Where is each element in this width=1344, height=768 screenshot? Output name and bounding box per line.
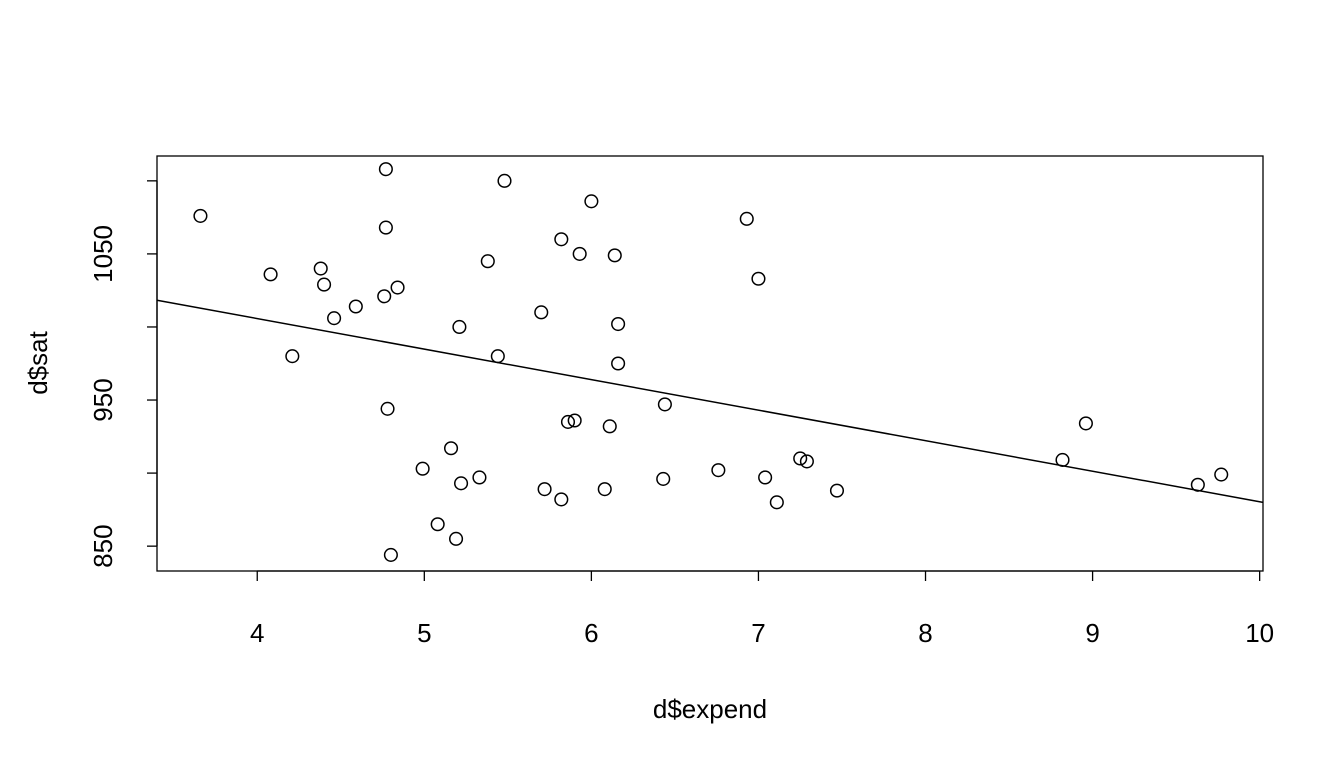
data-point [607, 248, 622, 263]
data-point [1214, 467, 1229, 482]
data-point [390, 280, 405, 295]
y-tick-label: 1050 [88, 225, 118, 283]
data-point [758, 470, 773, 485]
data-point [193, 208, 208, 223]
y-tick-label: 950 [88, 378, 118, 421]
data-point [317, 277, 332, 292]
data-point [829, 483, 845, 498]
regression-line [156, 299, 1264, 504]
data-point [378, 220, 393, 235]
data-point [380, 401, 395, 416]
data-point [739, 211, 754, 226]
x-tick-label: 9 [1085, 618, 1099, 648]
data-point [452, 319, 467, 335]
data-point [751, 271, 766, 286]
data-point [769, 495, 784, 510]
x-tick-label: 8 [918, 618, 932, 648]
data-point [263, 267, 278, 282]
data-point [327, 311, 342, 326]
data-point [560, 414, 576, 430]
data-point [554, 492, 569, 507]
data-point [799, 454, 814, 469]
data-point [480, 254, 495, 269]
data-point [1055, 452, 1070, 467]
data-point [656, 471, 671, 486]
data-point [443, 441, 459, 456]
data-point [377, 289, 392, 304]
data-point [415, 461, 430, 476]
data-point [567, 413, 582, 428]
plot-frame [156, 155, 1264, 572]
data-point [472, 470, 487, 485]
points-group [193, 162, 1229, 562]
data-point [490, 349, 505, 364]
data-point [554, 232, 569, 247]
x-axis: 4 5 6 7 8 9 10 [250, 570, 1274, 648]
data-point [383, 547, 398, 562]
data-point [611, 356, 626, 371]
data-point [348, 299, 363, 314]
data-point [313, 261, 328, 276]
data-point [584, 194, 599, 209]
data-point [793, 451, 808, 466]
data-point [711, 463, 726, 478]
x-tick-label: 5 [417, 618, 431, 648]
data-point [1190, 477, 1205, 492]
y-axis: 850 950 1050 [88, 180, 158, 568]
data-point [454, 476, 469, 491]
data-point [1078, 416, 1093, 431]
x-tick-label: 7 [751, 618, 765, 648]
x-tick-label: 4 [250, 618, 264, 648]
data-point [572, 246, 587, 261]
y-tick-label: 850 [88, 524, 118, 567]
data-point [285, 349, 300, 364]
data-point [449, 531, 464, 546]
regression-line-group [156, 299, 1264, 504]
data-point [611, 316, 626, 332]
x-tick-label: 10 [1245, 618, 1274, 648]
data-point [537, 482, 552, 497]
data-point [597, 482, 612, 497]
data-point [534, 305, 549, 320]
x-tick-label: 6 [584, 618, 598, 648]
data-point [602, 419, 617, 434]
data-point [430, 517, 445, 532]
y-axis-label: d$sat [23, 330, 53, 394]
x-axis-label: d$expend [653, 694, 767, 724]
data-point [497, 173, 512, 188]
data-point [657, 397, 672, 412]
data-point [378, 162, 393, 177]
